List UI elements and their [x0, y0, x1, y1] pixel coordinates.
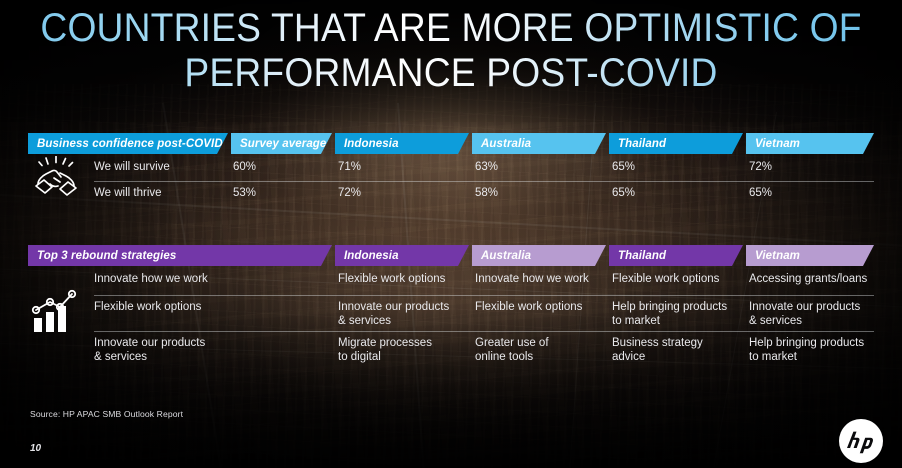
header-label: Vietnam	[755, 137, 801, 150]
header-label: Thailand	[618, 137, 667, 150]
header-label: Indonesia	[344, 137, 399, 150]
row-divider	[94, 181, 874, 182]
table1-header-indonesia: Indonesia	[335, 133, 469, 154]
table1-row2-survey-average: 53%	[233, 187, 257, 199]
table-row: Innovate how we work Flexible work optio…	[28, 273, 874, 301]
header-label: Australia	[481, 249, 532, 262]
table-row: Flexible work options Innovate our produ…	[28, 301, 874, 337]
header-label: Top 3 rebound strategies	[37, 249, 177, 262]
table2-row3-thailand: Business strategy advice	[612, 337, 703, 363]
table2-row1-australia: Innovate how we work	[475, 273, 589, 285]
table1-header-row: Business confidence post-COVID Survey av…	[28, 133, 874, 154]
header-label: Australia	[481, 137, 532, 150]
table2-row1-col1: Innovate how we work	[94, 273, 208, 285]
table2-row2-thailand: Help bringing products to market	[612, 301, 728, 327]
table2-header-row: Top 3 rebound strategies Indonesia Austr…	[28, 245, 874, 266]
row-divider	[94, 331, 874, 332]
table2-header-australia: Australia	[472, 245, 606, 266]
table2-row3-col1: Innovate our products & services	[94, 337, 206, 363]
table1-row1-vietnam: 72%	[749, 161, 773, 173]
table1-row2-indonesia: 72%	[338, 187, 362, 199]
page-number: 10	[30, 443, 42, 454]
table2-header-indonesia: Indonesia	[335, 245, 469, 266]
table1-row1-label: We will survive	[94, 161, 170, 173]
row-divider	[94, 295, 874, 296]
table1-header-vietnam: Vietnam	[746, 133, 874, 154]
table2-header-vietnam: Vietnam	[746, 245, 874, 266]
table2-row2-vietnam: Innovate our products & services	[749, 301, 861, 327]
table2-row2-col1: Flexible work options	[94, 301, 202, 313]
table1-header-thailand: Thailand	[609, 133, 743, 154]
title-line-2: PERFORMANCE POST-COVID	[184, 51, 718, 95]
table2-row3-vietnam: Help bringing products to market	[749, 337, 865, 363]
table1-header-australia: Australia	[472, 133, 606, 154]
table1-row1-thailand: 65%	[612, 161, 636, 173]
slide-title: COUNTRIES THAT ARE MORE OPTIMISTIC OF PE…	[32, 6, 871, 96]
table-row: Innovate our products & services Migrate…	[28, 337, 874, 371]
title-line-1: COUNTRIES THAT ARE MORE OPTIMISTIC OF	[40, 6, 862, 50]
table2-row3-australia: Greater use of online tools	[475, 337, 549, 363]
table2-row3-indonesia: Migrate processes to digital	[338, 337, 432, 363]
table2-header-thailand: Thailand	[609, 245, 743, 266]
table1-row1-australia: 63%	[475, 161, 499, 173]
header-label: Business confidence post-COVID	[37, 137, 223, 150]
header-label: Indonesia	[344, 249, 399, 262]
handshake-icon	[30, 155, 82, 200]
table1-row2-label: We will thrive	[94, 187, 162, 199]
table1-row1-survey-average: 60%	[233, 161, 257, 173]
table1-row2-vietnam: 65%	[749, 187, 773, 199]
table1-row1-indonesia: 71%	[338, 161, 362, 173]
table1-row2-australia: 58%	[475, 187, 499, 199]
table2-row1-vietnam: Accessing grants/loans	[749, 273, 868, 285]
table-row: We will survive 60% 71% 63% 65% 72%	[28, 161, 874, 187]
table2-row1-indonesia: Flexible work options	[338, 273, 446, 285]
table-row: We will thrive 53% 72% 58% 65% 65%	[28, 187, 874, 209]
table2-row2-australia: Flexible work options	[475, 301, 583, 313]
table1-row2-thailand: 65%	[612, 187, 636, 199]
table1-header-survey-average: Survey average	[231, 133, 332, 154]
rebound-strategies-table: Top 3 rebound strategies Indonesia Austr…	[28, 245, 874, 371]
table2-header-metric: Top 3 rebound strategies	[28, 245, 332, 266]
table2-row1-thailand: Flexible work options	[612, 273, 720, 285]
business-confidence-table: Business confidence post-COVID Survey av…	[28, 133, 874, 209]
header-label: Thailand	[618, 249, 667, 262]
hp-logo	[838, 418, 884, 464]
header-label: Vietnam	[755, 249, 801, 262]
header-label: Survey average	[240, 137, 327, 150]
source-note: Source: HP APAC SMB Outlook Report	[30, 409, 184, 419]
table2-row2-indonesia: Innovate our products & services	[338, 301, 450, 327]
table1-header-metric: Business confidence post-COVID	[28, 133, 228, 154]
bar-chart-trend-icon	[26, 288, 82, 336]
